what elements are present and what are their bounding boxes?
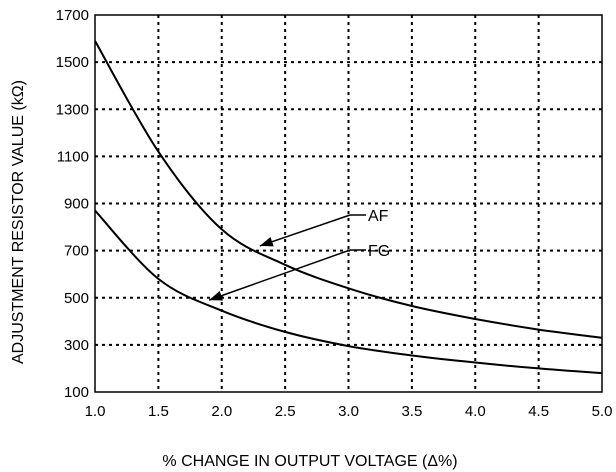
y-tick-label: 100 — [64, 384, 89, 401]
series-lines — [94, 40, 603, 375]
annotation-arrowhead — [259, 236, 274, 247]
annotation-arrowhead — [209, 291, 223, 301]
y-tick-label: 1700 — [56, 7, 89, 24]
y-tick-labels: 100 300 500 700 900 1100 1300 1500 1700 — [56, 7, 89, 401]
y-tick-label: 1100 — [57, 148, 89, 165]
series-line-af — [94, 40, 603, 339]
y-tick-label: 500 — [64, 290, 89, 307]
grid — [95, 15, 602, 392]
y-tick-label: 300 — [64, 337, 89, 354]
annotation-leader — [208, 249, 351, 301]
annotation-leader — [259, 214, 351, 247]
y-tick-label: 1500 — [56, 54, 89, 71]
x-tick-label: 4.5 — [528, 403, 549, 420]
x-tick-labels: 1.0 1.5 2.0 2.5 3.0 3.5 4.0 4.5 5.0 — [85, 403, 613, 420]
annotation-label-fg: FG — [368, 243, 390, 260]
x-tick-label: 1.5 — [148, 403, 169, 420]
x-axis-label: % CHANGE IN OUTPUT VOLTAGE (Δ%) — [162, 453, 457, 470]
x-tick-label: 2.5 — [275, 403, 296, 420]
x-tick-label: 4.0 — [465, 403, 486, 420]
x-tick-label: 5.0 — [592, 403, 613, 420]
x-tick-label: 1.0 — [85, 403, 106, 420]
annotations: AF FG — [208, 208, 390, 301]
x-tick-label: 3.5 — [401, 403, 422, 420]
x-tick-label: 3.0 — [338, 403, 359, 420]
series-line-fg — [94, 209, 603, 375]
plot-frame — [94, 14, 603, 393]
y-tick-label: 700 — [64, 243, 89, 260]
annotation-label-af: AF — [368, 208, 389, 225]
y-tick-label: 1300 — [56, 101, 89, 118]
y-axis-label: ADJUSTMENT RESISTOR VALUE (kΩ) — [10, 80, 27, 364]
y-tick-label: 900 — [64, 196, 89, 213]
x-tick-label: 2.0 — [211, 403, 232, 420]
